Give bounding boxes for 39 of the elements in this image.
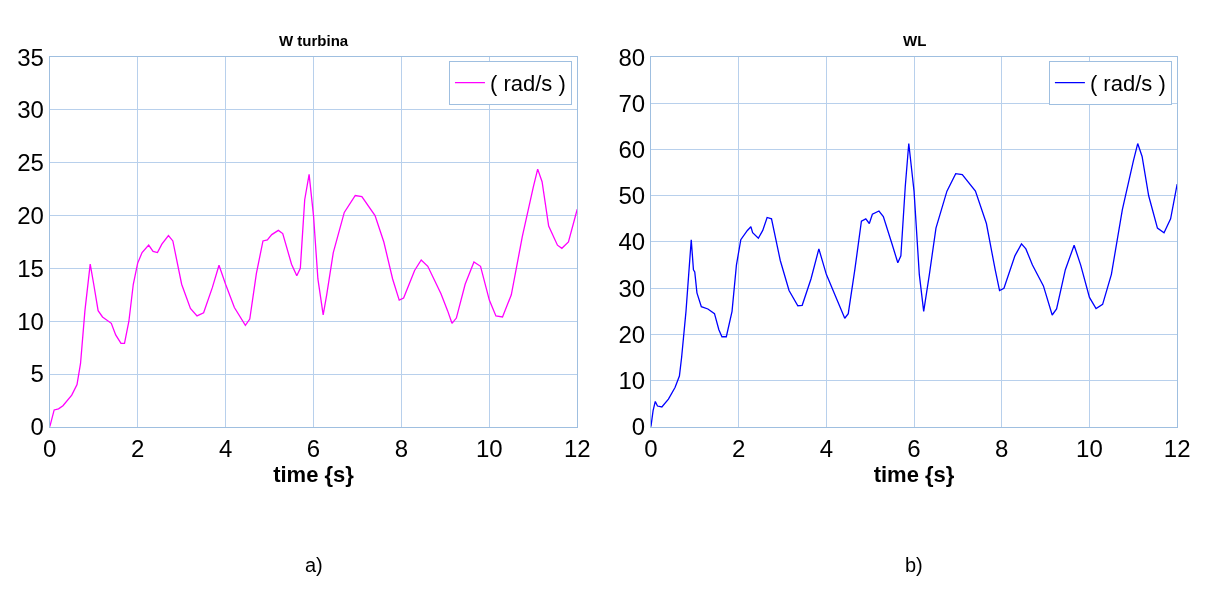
- legend-label: ( rad/s ): [1089, 71, 1166, 97]
- x-tick-label: 8: [995, 434, 1009, 462]
- y-tick-label: 20: [618, 320, 646, 348]
- x-tick-label: 6: [306, 434, 321, 462]
- y-tick-label: 0: [631, 413, 646, 441]
- x-tick-label: 12: [563, 434, 591, 462]
- x-tick-label: 2: [731, 434, 746, 462]
- y-tick-label: 35: [17, 43, 44, 71]
- line-series: [650, 142, 1178, 427]
- y-tick-label: 5: [30, 360, 44, 388]
- x-tick-label: 4: [819, 434, 834, 462]
- x-tick-label: 10: [475, 434, 503, 462]
- x-tick-label: 10: [1076, 434, 1103, 462]
- y-tick-label: 10: [17, 307, 44, 335]
- chart-title: W turbina: [279, 32, 349, 49]
- x-tick-label: 2: [131, 434, 145, 462]
- chart-title: WL: [903, 32, 927, 49]
- y-tick-label: 0: [30, 413, 44, 441]
- x-axis-title: time {s}: [273, 461, 355, 487]
- line-series: [49, 168, 578, 427]
- y-tick-label: 20: [17, 201, 44, 229]
- y-tick-label: 15: [17, 254, 44, 282]
- y-tick-label: 40: [618, 228, 646, 256]
- legend-label: ( rad/s ): [489, 71, 566, 97]
- y-tick-label: 30: [618, 274, 646, 302]
- x-tick-label: 4: [218, 434, 233, 462]
- y-tick-label: 30: [17, 96, 44, 124]
- y-tick-label: 80: [618, 43, 646, 71]
- x-axis-title: time {s}: [873, 461, 955, 487]
- y-tick-label: 50: [618, 182, 646, 210]
- y-tick-label: 60: [618, 135, 646, 163]
- y-tick-label: 25: [17, 149, 44, 177]
- y-tick-label: 70: [618, 89, 646, 117]
- x-tick-label: 12: [1163, 434, 1191, 462]
- text: a): [305, 554, 323, 576]
- x-tick-label: 6: [907, 434, 921, 462]
- y-tick-label: 10: [618, 367, 646, 395]
- x-tick-label: 8: [394, 434, 409, 462]
- text: b): [905, 554, 923, 576]
